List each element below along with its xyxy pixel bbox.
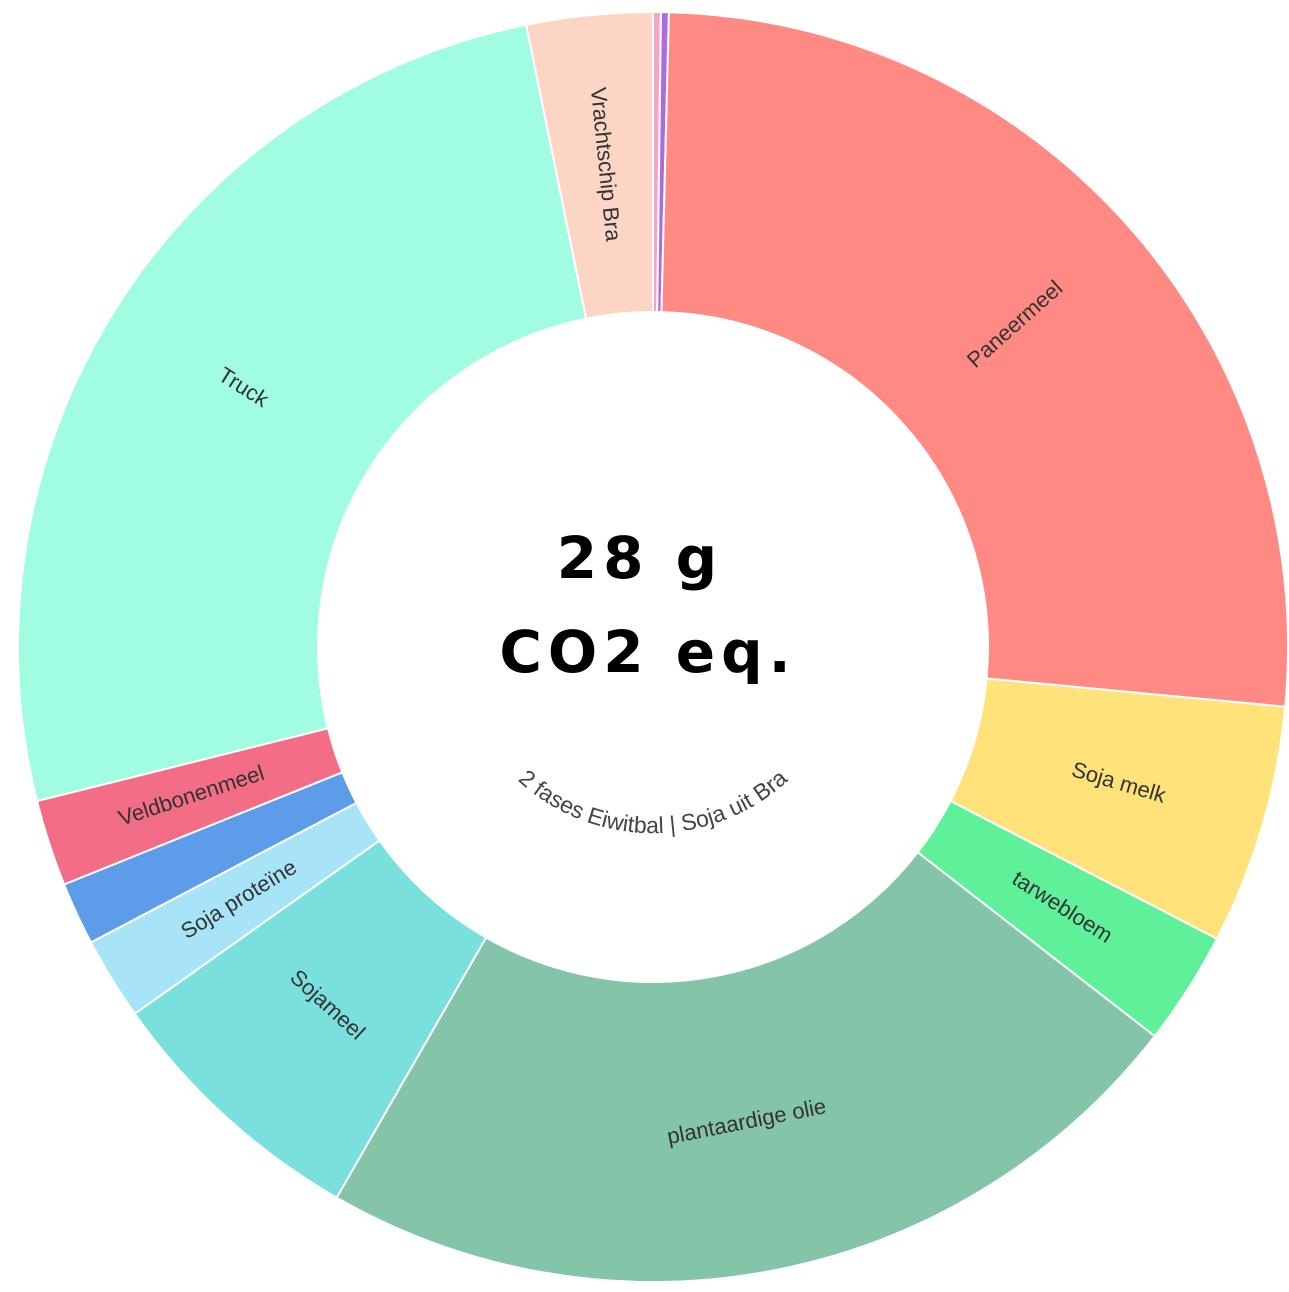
slices — [17, 10, 1289, 1284]
slice — [17, 23, 588, 803]
center-value: 28 g — [557, 524, 723, 592]
center-unit: CO2 eq. — [499, 618, 796, 686]
center-caption: 2 fases Eiwitbal | Soja uit Bra — [514, 764, 792, 838]
slice — [525, 10, 654, 320]
center-caption-path: 2 fases Eiwitbal | Soja uit Bra — [514, 764, 792, 838]
slice — [660, 11, 1289, 708]
slice — [335, 850, 1157, 1284]
